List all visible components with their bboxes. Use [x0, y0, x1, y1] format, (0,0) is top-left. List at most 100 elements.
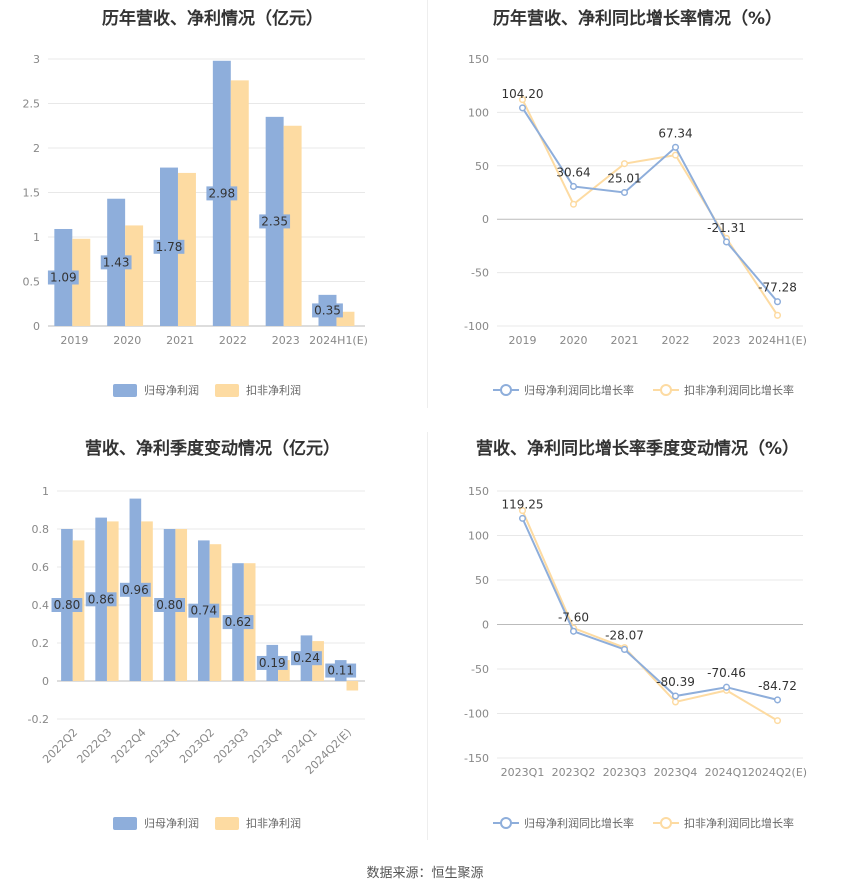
x-tick-label: 2023Q1	[501, 766, 545, 779]
chart-title: 营收、净利同比增长率季度变动情况（%）	[475, 439, 800, 459]
series-line	[521, 107, 779, 303]
data-point	[569, 182, 578, 191]
data-label: 0.62	[225, 615, 252, 629]
bar	[141, 521, 153, 681]
x-tick-label: 2024Q2(E)	[748, 766, 807, 779]
x-tick-label: 2021	[166, 334, 194, 347]
data-point	[620, 188, 629, 197]
data-label: -84.72	[758, 679, 797, 693]
data-label-bg	[291, 651, 322, 666]
x-tick-label: 2023Q3	[603, 766, 647, 779]
legend-swatch	[215, 817, 239, 830]
bar	[346, 681, 359, 691]
data-point	[518, 507, 527, 515]
data-point	[722, 683, 731, 691]
x-tick-label: 2020	[560, 334, 588, 347]
data-label-bg	[206, 186, 238, 201]
x-tick-label: 2020	[113, 334, 141, 347]
x-tick-label: 2023Q4	[654, 766, 698, 779]
data-point	[671, 692, 680, 700]
legend-label: 扣非净利润	[246, 383, 301, 397]
y-tick-label: 150	[468, 53, 489, 66]
y-tick-label: 50	[475, 160, 489, 173]
legend-swatch-marker	[500, 384, 512, 396]
data-label-bg	[47, 270, 79, 285]
data-point	[620, 645, 629, 654]
data-label: 0.74	[190, 604, 217, 618]
data-label: 1.09	[50, 270, 77, 284]
legend-swatch-marker	[660, 817, 672, 829]
chart-annual-growth: 历年营收、净利同比增长率情况（%） -100 -50 0 50 100 150 2019 20…	[425, 0, 850, 410]
chart-annual-profit: 历年营收、净利情况（亿元） 0 0.5 1 1.5 2 2.5 3 2019 2020 2021 2…	[0, 0, 425, 410]
data-label: 0.86	[88, 592, 115, 606]
bar	[283, 125, 302, 326]
data-label: 104.20	[502, 87, 544, 101]
data-point	[518, 96, 527, 104]
legend-swatch	[113, 817, 137, 830]
y-tick-label: 2	[33, 142, 40, 155]
x-tick-label: 2024H1(E)	[748, 334, 807, 347]
data-label: 2.35	[261, 214, 288, 228]
y-tick-label: 150	[468, 485, 489, 498]
x-tick-label: 2022	[219, 334, 247, 347]
x-tick-label: 2023Q2	[552, 766, 596, 779]
y-tick-label: 1.5	[23, 187, 41, 200]
x-tick-label: 2024H1(E)	[309, 334, 368, 347]
y-tick-label: 1	[33, 231, 40, 244]
chart-title: 历年营收、净利同比增长率情况（%）	[492, 9, 783, 29]
x-tick-label: 2022Q2	[40, 726, 80, 766]
y-tick-label: -150	[464, 752, 489, 765]
data-label-bg	[154, 598, 185, 612]
legend-label: 扣非净利润同比增长率	[684, 816, 794, 830]
data-label: -21.31	[707, 221, 746, 235]
legend-label: 归母净利润	[144, 383, 199, 397]
data-point	[671, 143, 680, 151]
x-tick-label: 2022Q4	[109, 726, 149, 766]
data-label-bg	[153, 239, 185, 254]
x-tick-label: 2021	[611, 334, 639, 347]
y-tick-label: 1	[42, 485, 49, 498]
y-tick-label: 0	[42, 675, 49, 688]
y-tick-label: 0.6	[32, 561, 50, 574]
data-point	[773, 696, 782, 704]
y-tick-label: 0.2	[32, 637, 50, 650]
data-label: 0.24	[293, 651, 320, 665]
data-label: 0.11	[327, 664, 354, 678]
bar	[230, 80, 249, 326]
x-tick-label: 2023	[272, 334, 300, 347]
data-label: 1.43	[103, 255, 130, 269]
x-tick-label: 2022Q3	[74, 726, 114, 766]
legend-swatch	[113, 384, 137, 397]
data-label-bg	[188, 603, 220, 618]
data-point	[569, 627, 578, 635]
legend-swatch-marker	[500, 817, 512, 829]
data-label: 25.01	[607, 171, 641, 185]
series-line	[521, 517, 778, 701]
data-label-bg	[51, 598, 83, 612]
y-tick-label: 100	[468, 530, 489, 543]
data-label-bg	[325, 663, 357, 678]
series-line	[521, 99, 779, 316]
y-tick-label: 3	[33, 53, 40, 66]
data-source-note: 数据来源：恒生聚源	[366, 866, 484, 881]
y-tick-label: 0	[482, 213, 489, 226]
x-tick-label: 2023	[713, 334, 741, 347]
legend-swatch	[215, 384, 239, 397]
y-tick-label: 0.5	[23, 276, 41, 289]
y-tick-label: 0.4	[32, 599, 50, 612]
x-tick-label: 2023Q4	[246, 726, 286, 766]
data-label: 119.25	[502, 497, 544, 511]
y-tick-label: 0	[482, 619, 489, 632]
bar	[125, 225, 144, 326]
data-label: -77.28	[758, 281, 797, 295]
chart-quarterly-growth: 营收、净利同比增长率季度变动情况（%） -150 -100 -50 0 50 100 150…	[425, 430, 850, 850]
bar	[278, 660, 290, 681]
legend-swatch-marker	[660, 384, 672, 396]
y-tick-label: 50	[475, 574, 489, 587]
series-line	[521, 510, 779, 722]
x-tick-label: 2022	[662, 334, 690, 347]
y-tick-label: -50	[471, 267, 489, 280]
data-label: -28.07	[605, 628, 644, 642]
y-tick-label: 0.8	[32, 523, 50, 536]
data-label: 2.98	[208, 186, 235, 200]
